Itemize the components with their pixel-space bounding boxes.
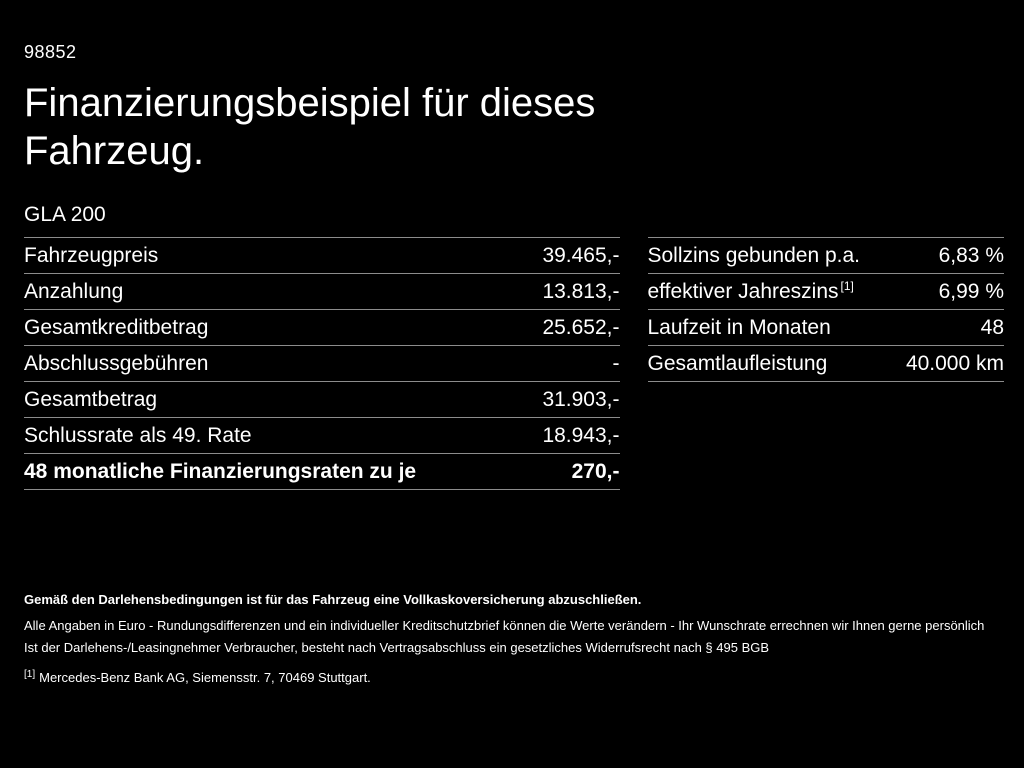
row-label: Schlussrate als 49. Rate: [24, 423, 252, 447]
row-value: 6,83 %: [938, 243, 1004, 267]
row-label: 48 monatliche Finanzierungsraten zu je: [24, 459, 417, 483]
model-name: GLA 200: [24, 203, 106, 226]
table-row: Laufzeit in Monaten 48: [647, 310, 1004, 346]
row-label: Laufzeit in Monaten: [647, 315, 831, 339]
reference-number: 98852: [24, 42, 77, 62]
page-title: Finanzierungsbeispiel für dieses Fahrzeu…: [24, 81, 596, 173]
finance-table-right: Sollzins gebunden p.a. 6,83 % effektiver…: [647, 237, 1004, 382]
table-row: Anzahlung 13.813,-: [24, 274, 620, 310]
footnote-marker: [1]: [24, 668, 36, 680]
table-row: effektiver Jahreszins [1] 6,99 %: [647, 274, 1004, 310]
row-label: effektiver Jahreszins [1]: [647, 278, 854, 303]
table-row: Gesamtkreditbetrag 25.652,-: [24, 310, 620, 346]
table-row: Fahrzeugpreis 39.465,-: [24, 238, 620, 274]
row-label: Anzahlung: [24, 279, 124, 303]
footer-footnote: [1] Mercedes-Benz Bank AG, Siemensstr. 7,…: [24, 668, 1004, 686]
footer-disclaimer-1: Alle Angaben in Euro - Rundungsdifferenz…: [24, 618, 985, 633]
finance-tables: Fahrzeugpreis 39.465,- Anzahlung 13.813,…: [24, 237, 1004, 490]
finance-table-left: Fahrzeugpreis 39.465,- Anzahlung 13.813,…: [24, 237, 620, 490]
table-row: Gesamtbetrag 31.903,-: [24, 382, 620, 418]
row-value: 31.903,-: [542, 387, 620, 411]
table-row: Gesamtlaufleistung 40.000 km: [647, 346, 1004, 382]
row-value: 13.813,-: [542, 279, 620, 303]
row-value: 48: [980, 315, 1004, 339]
row-value: 25.652,-: [542, 315, 620, 339]
row-label: Sollzins gebunden p.a.: [647, 243, 861, 267]
row-label: Abschlussgebühren: [24, 351, 209, 375]
row-label: Gesamtkreditbetrag: [24, 315, 209, 339]
table-row: Sollzins gebunden p.a. 6,83 %: [647, 238, 1004, 274]
row-value: 40.000 km: [905, 351, 1004, 375]
table-row-monthly-rate: 48 monatliche Finanzierungsraten zu je 2…: [24, 454, 620, 490]
row-value: 18.943,-: [542, 423, 620, 447]
footer-insurance-note: Gemäß den Darlehensbedingungen ist für d…: [24, 592, 642, 607]
row-value: 39.465,-: [542, 243, 620, 267]
row-label: Gesamtlaufleistung: [647, 351, 828, 375]
row-label: Fahrzeugpreis: [24, 243, 159, 267]
table-row: Abschlussgebühren -: [24, 346, 620, 382]
footer-disclaimer-2: Ist der Darlehens-/Leasingnehmer Verbrau…: [24, 640, 770, 655]
row-value: -: [612, 351, 620, 375]
row-value: 6,99 %: [938, 279, 1004, 303]
legal-footer: Gemäß den Darlehensbedingungen ist für d…: [24, 592, 1004, 686]
row-value: 270,-: [571, 459, 620, 483]
footnote-text: Mercedes-Benz Bank AG, Siemensstr. 7, 70…: [39, 670, 371, 685]
table-row: Schlussrate als 49. Rate 18.943,-: [24, 418, 620, 454]
footnote-marker: [1]: [840, 278, 854, 293]
row-label: Gesamtbetrag: [24, 387, 158, 411]
